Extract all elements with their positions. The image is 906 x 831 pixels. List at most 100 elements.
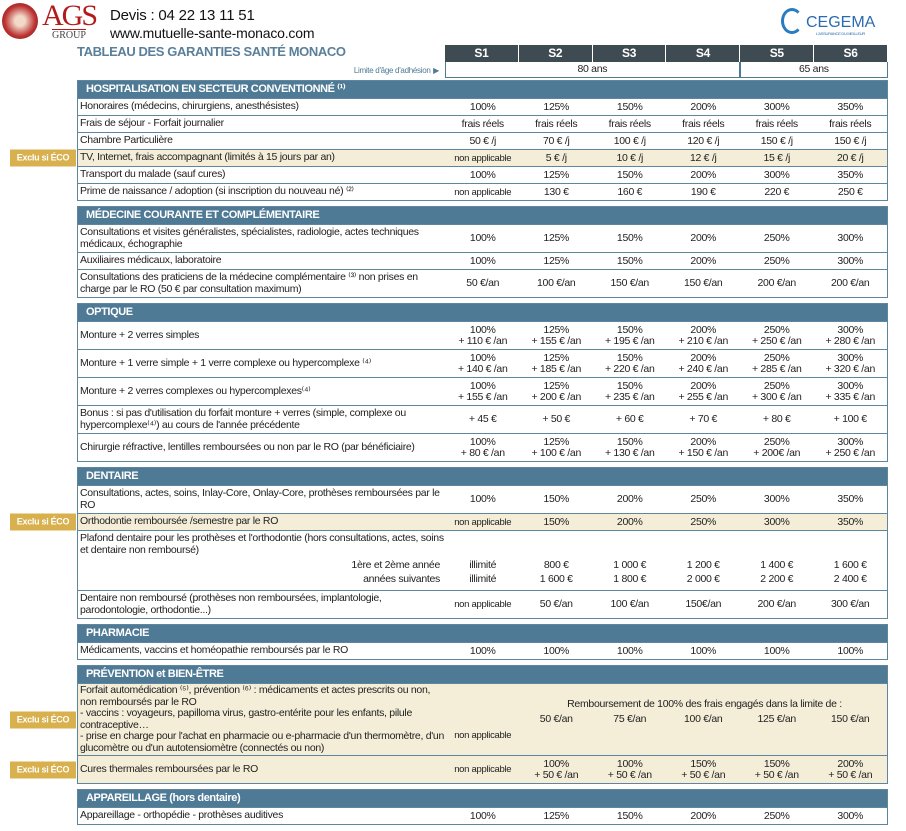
value-cell: 250 € [837, 185, 863, 198]
value-line: + 220 € /an [604, 362, 655, 375]
age-limit-value: 80 ans [445, 62, 740, 78]
value-cell: 125% [543, 232, 570, 244]
value-line: 250% [763, 323, 790, 336]
value-cell: 1 200 € [686, 558, 720, 571]
value-cell: frais réels [461, 117, 505, 130]
value-line: + 50 € /an [607, 768, 652, 781]
value-cell: 2 400 € [833, 572, 867, 585]
value-line: + 100 € /an [531, 446, 582, 459]
value-cell: 300% [763, 515, 790, 528]
row-label: Appareillage - orthopédie - prothèses au… [80, 809, 284, 822]
section-4: PHARMACIE Médicaments, vaccins et homéopa… [77, 624, 888, 660]
value-cell: frais réels [608, 117, 652, 130]
value-cell: 150% [543, 515, 570, 528]
value-cell: 200% + 210 € /an [667, 324, 741, 348]
table-row: Honoraires (médecins, chirurgiens, anest… [78, 98, 887, 115]
exclu-eco-badge: Exclu si ÉCO [10, 761, 76, 778]
value-cell: 75 €/an [613, 713, 647, 725]
value-line: + 50 € /an [828, 768, 873, 781]
value-line: + 255 € /an [678, 390, 729, 403]
value-line: 150% [616, 435, 643, 448]
section-3: DENTAIRE Consultations, actes, soins, Inl… [10, 467, 888, 619]
value-cell: 10 € /j [616, 151, 643, 164]
value-cell: 100% + 110 € /an [446, 324, 520, 348]
value-cell: 190 € [690, 185, 716, 198]
value-cell: 220 € [764, 185, 790, 198]
value-line: 200% [690, 323, 717, 336]
value-cell: 1 600 € [833, 558, 867, 571]
value-cell: 1 600 € [539, 572, 573, 585]
value-line: + 50 € /an [534, 768, 579, 781]
value-cell: 350% [837, 100, 864, 113]
table-row: Prime de naissance / adoption (si inscri… [78, 183, 887, 200]
value-line: 100% [469, 323, 496, 336]
value-cell: 250% [763, 254, 790, 267]
website-link[interactable]: www.mutuelle-sante-monaco.com [110, 25, 315, 41]
value-line: + 210 € /an [678, 334, 729, 347]
value-cell: 100% [469, 100, 496, 113]
value-line: 250% [763, 435, 790, 448]
row-label: Forfait automédication ⁽⁵⁾, prévention ⁽… [80, 684, 445, 754]
value-line: 125% [543, 351, 570, 364]
value-line: 300% [837, 351, 864, 364]
value-cell: non applicable [454, 599, 512, 610]
value-cell: 1 000 € [613, 558, 647, 571]
value-cell: 150% [616, 168, 643, 181]
value-cell: 100% [763, 644, 790, 657]
age-limit-value: 65 ans [739, 62, 888, 78]
value-line: + 280 € /an [825, 334, 876, 347]
value-cell: 200 €/an [831, 277, 870, 289]
value-cell: 200% [690, 254, 717, 267]
value-line: + 235 € /an [604, 390, 655, 403]
section-header: HOSPITALISATION EN SECTEUR CONVENTIONNÉ … [78, 81, 887, 98]
table-row: Exclu si ÉCO TV, Internet, frais accompag… [10, 149, 887, 167]
section-5: PRÉVENTION et BIEN-ÊTRE Exclu si ÉCO Forfa… [10, 665, 888, 784]
column-header-s6: S6 [814, 45, 888, 62]
section-0: HOSPITALISATION EN SECTEUR CONVENTIONNÉ … [10, 80, 888, 201]
value-line: 100% [469, 435, 496, 448]
row-label: Consultations et visites généralistes, s… [80, 226, 419, 250]
row-label: Transport du malade (sauf cures) [80, 168, 226, 181]
value-cell: 250% + 300 € /an [740, 380, 814, 404]
value-cell: + 70 € [689, 413, 718, 425]
table-row: Plafond dentaire pour les prothèses et l… [78, 530, 887, 590]
cegema-logo: CEGEMA [806, 14, 876, 31]
value-line: 125% [543, 379, 570, 392]
value-cell: frais réels [535, 117, 578, 130]
value-cell: 250% [763, 809, 790, 822]
value-cell: 2 200 € [760, 572, 794, 585]
row-label: Consultations des praticiens de la médec… [80, 271, 418, 295]
value-line: + 150 € /an [678, 446, 729, 459]
table-row: Monture + 2 verres simples 100% + 110 € /a… [78, 321, 887, 349]
age-limit-row: Limite d'âge d'adhésion ▶ 80 ans 65 ans [77, 62, 888, 78]
value-cell: 100% [469, 809, 496, 822]
ags-logo-text: AGS [42, 0, 98, 32]
row-label: Chambre Particulière [80, 134, 173, 147]
exclu-eco-badge: Exclu si ÉCO [10, 513, 76, 531]
row-label: Orthodontie remboursée /semestre par le … [80, 515, 279, 528]
value-line: 200% [690, 435, 717, 448]
value-cell: 150 € /j [834, 134, 867, 147]
value-cell: non applicable [454, 764, 512, 775]
value-cell: + 50 € [542, 413, 571, 425]
value-cell: 200 €/an [757, 598, 797, 610]
section-2: OPTIQUE Monture + 2 verres simples 100% + 1… [77, 303, 888, 462]
value-cell: 160 € [617, 185, 643, 198]
value-cell: 150% [616, 232, 643, 244]
value-cell: 100 €/an [610, 598, 650, 610]
section-header: APPAREILLAGE (hors dentaire) [78, 790, 887, 807]
value-cell: 125% + 200 € /an [520, 380, 594, 404]
value-cell: 100% + 50 € /an [593, 758, 667, 782]
value-cell: 100% + 155 € /an [446, 380, 520, 404]
value-cell: 300% + 280 € /an [814, 324, 888, 348]
value-line: + 240 € /an [678, 362, 729, 375]
value-cell: 50 € /j [469, 134, 496, 147]
value-cell: non applicable [454, 730, 512, 741]
value-cell: 200% [690, 232, 717, 244]
value-cell: 5 € /j [545, 151, 567, 164]
value-cell: 20 € /j [836, 151, 864, 164]
value-line: 300% [837, 323, 864, 336]
value-cell: 120 € /j [687, 134, 720, 147]
cegema-tagline: L'ASSURANCE DU MEILLEUR [816, 31, 865, 36]
value-cell: 125% [543, 100, 570, 113]
